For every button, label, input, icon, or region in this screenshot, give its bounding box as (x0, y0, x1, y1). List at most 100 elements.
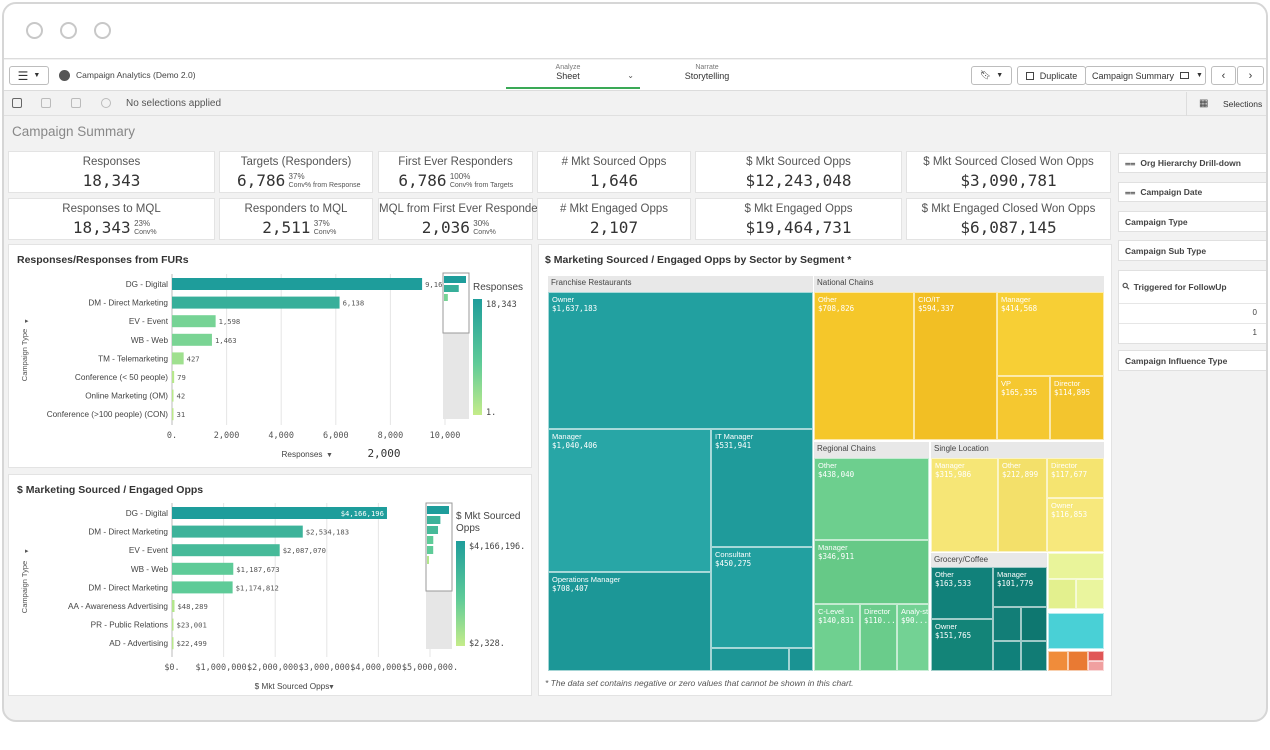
treemap-cell[interactable] (1048, 579, 1076, 609)
treemap-cell[interactable]: Other $708,826 (814, 292, 914, 440)
bar[interactable] (172, 562, 234, 575)
treemap-cell[interactable]: Director $110... (860, 604, 897, 671)
filter-pane[interactable]: ⚲ Triggered for FollowUp 0 1 (1118, 270, 1266, 344)
treemap-cell[interactable]: Director $114,895 (1050, 376, 1104, 440)
selections-button[interactable]: ▦ Selections (1186, 92, 1266, 116)
treemap-cell[interactable] (1088, 661, 1104, 671)
expand-arrow-icon[interactable]: ▸ (25, 318, 29, 325)
menu-button[interactable]: ☰ ▼ (9, 66, 49, 85)
bar[interactable] (172, 333, 212, 346)
treemap-cell[interactable] (1068, 651, 1088, 671)
treemap-cell[interactable]: Operations Manager $708,407 (548, 572, 711, 671)
treemap-group-label[interactable]: Single Location (931, 442, 1104, 458)
treemap-group-label[interactable]: Grocery/Coffee (931, 553, 1047, 567)
treemap-cell[interactable] (789, 648, 813, 671)
bar[interactable] (172, 600, 175, 612)
treemap-cell[interactable]: Consultant $450,275 (711, 547, 813, 648)
treemap-cell[interactable]: Director $117,677 (1047, 458, 1104, 498)
chevron-down-icon[interactable]: ⌄ (627, 71, 634, 80)
treemap-cell[interactable]: Owner $116,853 (1047, 498, 1104, 552)
bar[interactable] (172, 544, 280, 557)
bar[interactable] (172, 525, 303, 538)
kpi-card[interactable]: $ Mkt Engaged Opps $19,464,731 (695, 198, 902, 240)
treemap-cell[interactable]: Other $438,040 (814, 458, 929, 540)
tab-sheet[interactable]: Analyze Sheet ⌄ (506, 63, 640, 89)
responses-bar-chart[interactable]: 0. 2,000 4,000 6,000 8,000 10,000 DG - Digital… (9, 245, 533, 469)
step-back-icon[interactable] (41, 98, 51, 108)
bar[interactable] (172, 315, 216, 328)
treemap-cell[interactable]: VP $165,355 (997, 376, 1050, 440)
kpi-card[interactable]: Responses to MQL 18,343 23% Conv% (8, 198, 215, 240)
kpi-card[interactable]: $ Mkt Sourced Closed Won Opps $3,090,781 (906, 151, 1111, 193)
kpi-card[interactable]: $ Mkt Sourced Opps $12,243,048 (695, 151, 902, 193)
tab-storytelling[interactable]: Narrate Storytelling (654, 63, 760, 89)
x-axis-title[interactable]: $ Mkt Sourced Opps (255, 682, 330, 691)
filter-pane[interactable]: ⩵ Campaign Date (1118, 182, 1266, 202)
treemap-cell[interactable]: C-Level $140,831 (814, 604, 860, 671)
treemap-cell[interactable]: Manager $315,986 (931, 458, 998, 552)
bar[interactable] (172, 408, 174, 421)
treemap-cell[interactable]: CIO/IT $594,337 (914, 292, 997, 440)
treemap-group-label[interactable]: National Chains (814, 276, 1104, 292)
bar[interactable] (172, 581, 233, 594)
bookmark-button[interactable]: 🔖︎ ▼ (971, 66, 1012, 85)
chevron-down-icon[interactable]: ▼ (326, 452, 333, 459)
sheet-selector-button[interactable]: Campaign Summary ▼ (1085, 66, 1206, 85)
opps-bar-chart[interactable]: $0. $1,000,000.$2,000,000.$3,000,000.$4,0… (9, 475, 533, 697)
treemap-cell[interactable]: Other $163,533 (931, 567, 993, 619)
bar[interactable] (172, 371, 175, 383)
chevron-down-icon[interactable]: ▼ (328, 684, 335, 691)
treemap-cell[interactable]: Analy-st $90... (897, 604, 929, 671)
window-close-dot[interactable] (26, 22, 43, 39)
treemap-group-label[interactable]: Franchise Restaurants (548, 276, 813, 292)
filter-value[interactable]: 0 (1119, 303, 1266, 323)
x-axis-title[interactable]: Responses (282, 450, 323, 459)
treemap-cell[interactable] (1021, 641, 1047, 671)
treemap-cell[interactable] (1048, 553, 1104, 579)
treemap-cell[interactable]: Manager $346,911 (814, 540, 929, 604)
treemap-group-label[interactable]: Regional Chains (814, 442, 929, 458)
treemap-cell[interactable] (993, 641, 1021, 671)
treemap-cell[interactable] (1048, 613, 1104, 649)
bar[interactable] (172, 278, 423, 290)
bar[interactable] (172, 637, 174, 650)
kpi-card[interactable]: $ Mkt Engaged Closed Won Opps $6,087,145 (906, 198, 1111, 240)
bar[interactable] (172, 618, 174, 631)
bar[interactable] (172, 296, 340, 309)
clear-selections-icon[interactable] (101, 98, 111, 108)
previous-sheet-button[interactable]: ‹ (1211, 66, 1236, 85)
sector-segment-treemap[interactable]: Franchise Restaurants Owner $1,637,183 Mana… (548, 276, 1104, 671)
kpi-card[interactable]: First Ever Responders 6,786 100% Conv% from… (378, 151, 533, 193)
filter-value[interactable]: 1 (1119, 323, 1266, 343)
window-minimize-dot[interactable] (60, 22, 77, 39)
kpi-card[interactable]: # Mkt Engaged Opps 2,107 (537, 198, 691, 240)
filter-pane[interactable]: Campaign Influence Type (1118, 350, 1266, 371)
treemap-cell[interactable] (993, 607, 1021, 641)
treemap-cell[interactable]: Manager $101,779 (993, 567, 1047, 607)
expand-arrow-icon[interactable]: ▸ (25, 548, 29, 555)
treemap-cell[interactable]: Manager $1,040,406 (548, 429, 711, 572)
treemap-cell[interactable]: Manager $414,568 (997, 292, 1104, 376)
bar[interactable] (172, 352, 184, 365)
treemap-cell[interactable]: Other $212,899 (998, 458, 1047, 552)
filter-pane[interactable]: Campaign Type (1118, 211, 1266, 232)
treemap-cell[interactable] (1021, 607, 1047, 641)
kpi-card[interactable]: MQL from First Ever Responders 2,036 30% Co… (378, 198, 547, 240)
treemap-cell[interactable] (1088, 651, 1104, 661)
kpi-card[interactable]: Responders to MQL 2,511 37% Conv% (219, 198, 373, 240)
treemap-cell[interactable]: IT Manager $531,941 (711, 429, 813, 547)
window-maximize-dot[interactable] (94, 22, 111, 39)
kpi-card[interactable]: Responses 18,343 (8, 151, 215, 193)
treemap-cell[interactable] (1076, 579, 1104, 609)
bar[interactable] (172, 389, 174, 402)
step-forward-icon[interactable] (71, 98, 81, 108)
kpi-card[interactable]: # Mkt Sourced Opps 1,646 (537, 151, 691, 193)
treemap-cell[interactable] (711, 648, 789, 671)
filter-pane[interactable]: Campaign Sub Type (1118, 240, 1266, 261)
treemap-cell[interactable]: Owner $151,765 (931, 619, 993, 671)
treemap-cell[interactable]: Owner $1,637,183 (548, 292, 813, 429)
duplicate-button[interactable]: Duplicate (1017, 66, 1086, 85)
treemap-cell[interactable] (1048, 651, 1068, 671)
bar[interactable] (172, 507, 387, 519)
kpi-card[interactable]: Targets (Responders) 6,786 37% Conv% from R… (219, 151, 373, 193)
